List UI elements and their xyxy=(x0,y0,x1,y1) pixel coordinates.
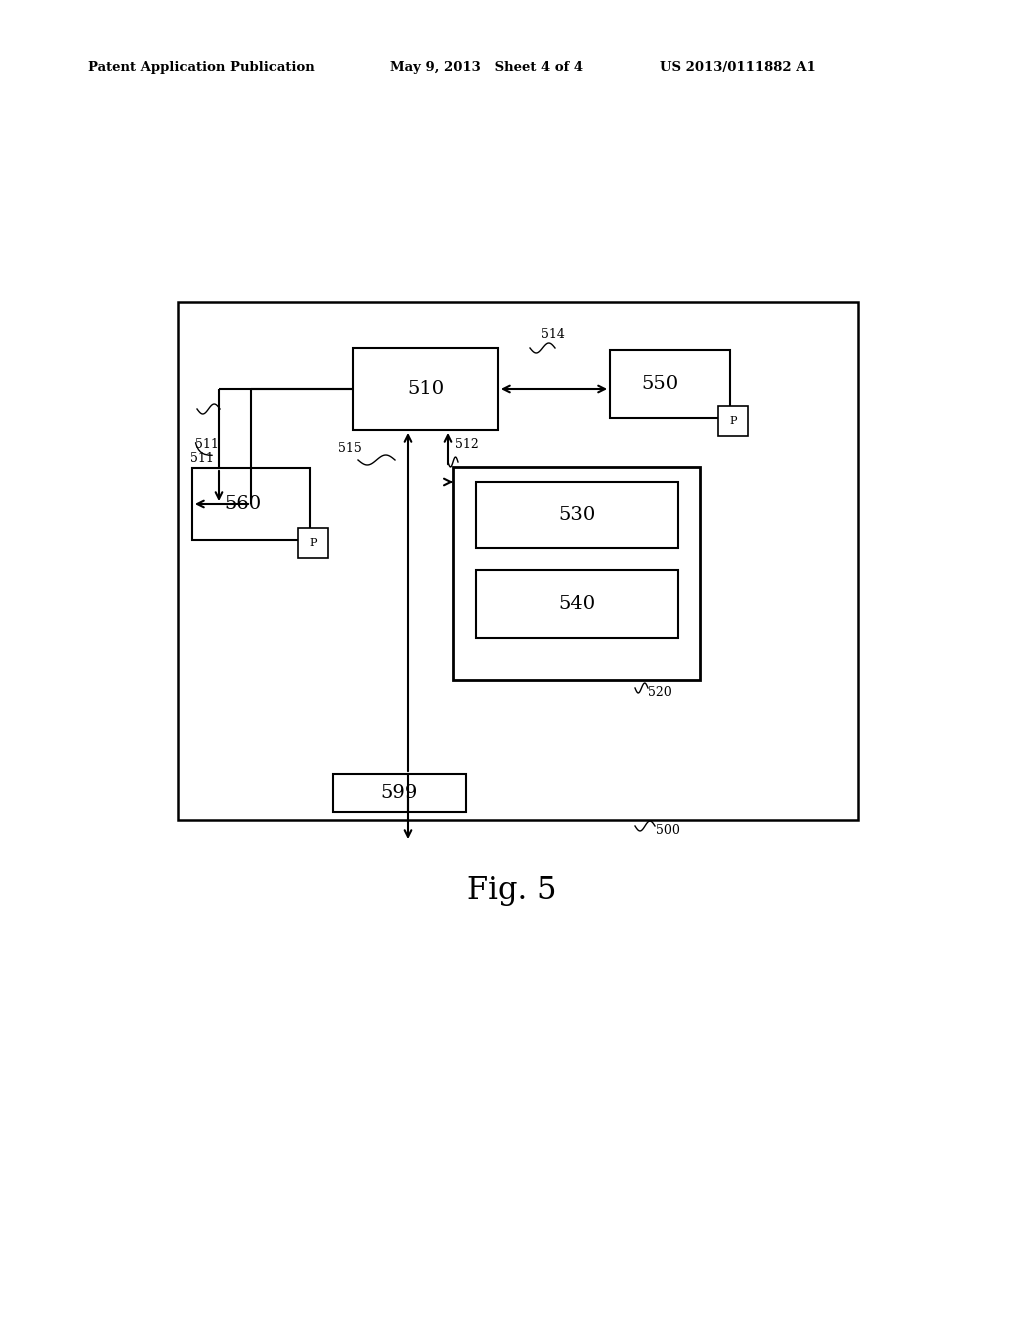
Text: 510: 510 xyxy=(407,380,444,399)
Text: Fig. 5: Fig. 5 xyxy=(467,874,557,906)
Text: 550: 550 xyxy=(641,375,679,393)
Bar xyxy=(178,302,858,820)
Text: 515: 515 xyxy=(338,441,361,454)
Text: 500: 500 xyxy=(656,824,680,837)
Text: 514: 514 xyxy=(541,329,565,342)
Text: 511: 511 xyxy=(190,451,214,465)
Text: 530: 530 xyxy=(558,506,596,524)
Text: 599: 599 xyxy=(381,784,418,803)
Text: 511: 511 xyxy=(195,438,219,451)
Bar xyxy=(333,774,466,812)
Bar xyxy=(298,528,328,558)
Text: 540: 540 xyxy=(558,595,596,612)
Bar xyxy=(193,469,310,540)
Text: US 2013/0111882 A1: US 2013/0111882 A1 xyxy=(660,62,816,74)
Bar xyxy=(353,348,498,430)
Bar xyxy=(453,467,700,680)
Text: P: P xyxy=(309,539,316,548)
Text: May 9, 2013   Sheet 4 of 4: May 9, 2013 Sheet 4 of 4 xyxy=(390,62,583,74)
Bar xyxy=(476,482,678,548)
Text: 560: 560 xyxy=(224,495,261,513)
Bar xyxy=(610,350,730,418)
Bar xyxy=(718,407,748,436)
Text: P: P xyxy=(729,416,736,426)
Text: 520: 520 xyxy=(648,685,672,698)
Bar xyxy=(476,570,678,638)
Text: 512: 512 xyxy=(455,438,479,451)
Text: Patent Application Publication: Patent Application Publication xyxy=(88,62,314,74)
